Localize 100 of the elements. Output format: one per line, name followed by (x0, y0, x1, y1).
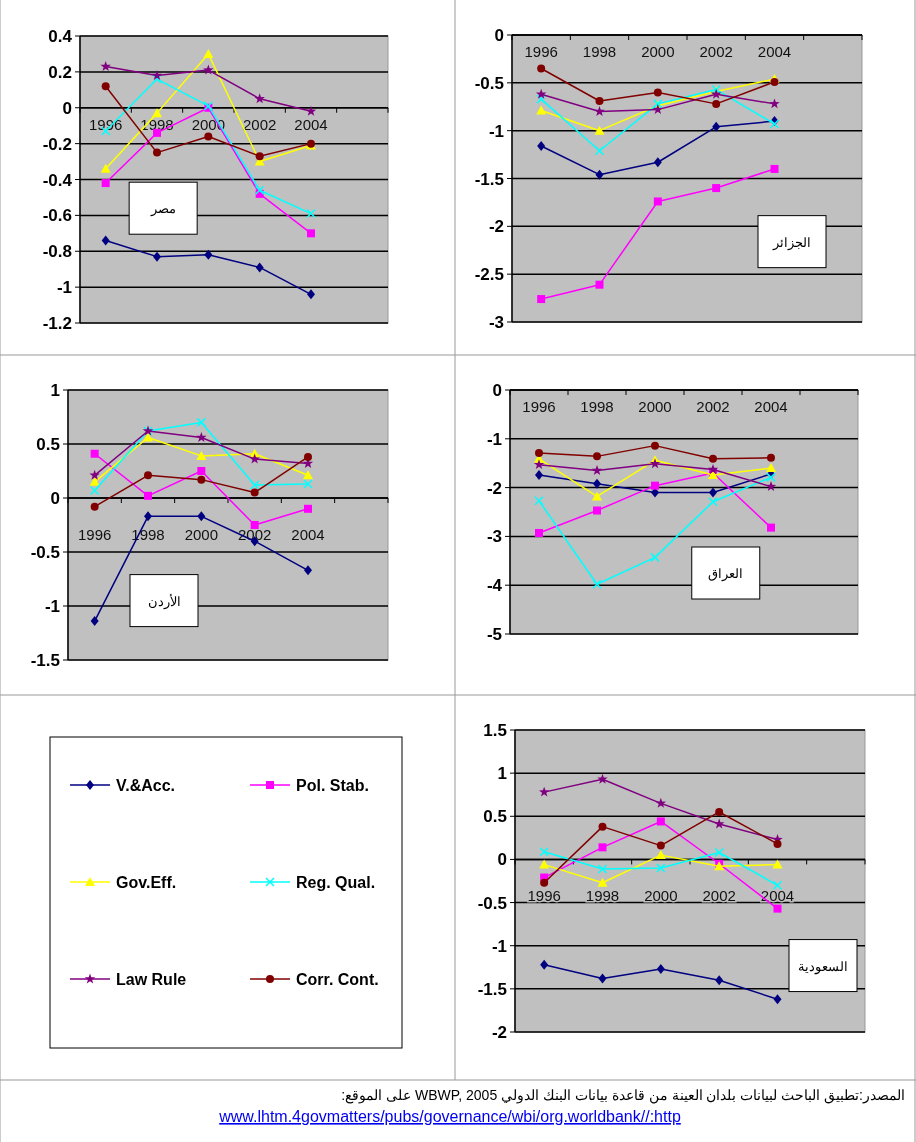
point (537, 140, 546, 151)
point (101, 235, 110, 246)
point (773, 839, 782, 848)
point (536, 94, 546, 104)
y-tick-label: -0.2 (42, 134, 72, 154)
legend-label: Gov.Eff. (116, 874, 177, 891)
point (715, 975, 724, 986)
point (598, 822, 607, 831)
y-tick-label: -4 (486, 576, 503, 596)
point (651, 481, 659, 490)
annotation: مصر (149, 201, 176, 218)
legend-label: Reg. Qual. (296, 874, 376, 891)
x-tick-label: 1996 (524, 43, 558, 60)
x-tick-label: 2002 (696, 398, 730, 415)
x-tick-label: 2000 (184, 526, 219, 543)
y-tick-label: 0 (62, 98, 72, 118)
point (595, 280, 604, 289)
x-tick-label: 1996 (527, 887, 561, 905)
point (540, 959, 549, 970)
point (712, 99, 721, 108)
x-tick-label: 2002 (242, 115, 277, 133)
point (304, 565, 312, 576)
point (535, 469, 543, 480)
point (90, 449, 99, 458)
y-tick-label: -0.6 (42, 206, 72, 226)
point (712, 121, 721, 132)
point (540, 878, 549, 887)
point (769, 98, 780, 109)
point (537, 295, 546, 304)
point (593, 478, 601, 489)
point (255, 262, 264, 273)
y-tick-label: -0.5 (474, 73, 504, 93)
point (650, 552, 660, 563)
point (593, 452, 601, 461)
point (534, 496, 544, 506)
point (255, 152, 264, 161)
y-tick-label: 1 (50, 381, 60, 400)
legend-label: Law Rule (116, 971, 187, 988)
y-tick-label: -5 (486, 625, 502, 644)
y-tick-label: 1.5 (483, 721, 507, 740)
point (196, 450, 207, 460)
point (535, 528, 543, 537)
text: المصدر:تطبيق الباحث لبيانات بلدان العينة من قاعدة بيانات البنك الدولي WBWP, 2005 على الموقع: (341, 1087, 905, 1104)
point (153, 148, 161, 157)
x-tick-label: 2004 (294, 115, 328, 133)
point (709, 487, 717, 498)
point (598, 843, 607, 852)
point (197, 475, 206, 484)
y-tick-label: -2 (491, 1023, 507, 1042)
y-tick-label: -1.2 (42, 314, 72, 333)
point (539, 859, 550, 869)
y-tick-label: -0.4 (42, 170, 73, 190)
y-tick-label: -1 (486, 429, 502, 449)
y-tick-label: 0 (492, 381, 502, 400)
x-tick-label: 2004 (757, 43, 792, 60)
point (304, 452, 312, 461)
point (767, 523, 775, 532)
point (773, 994, 782, 1005)
y-tick-label: -1 (56, 278, 72, 298)
y-tick-label: -0.5 (477, 893, 507, 913)
point (597, 773, 608, 784)
point (101, 179, 110, 188)
point (592, 579, 602, 589)
point (254, 185, 265, 196)
y-tick-label: -1 (44, 597, 60, 616)
x-tick-label: 1998 (585, 887, 620, 905)
x-tick-label: 2004 (291, 526, 325, 543)
point (204, 132, 213, 141)
point (90, 616, 99, 627)
y-tick-label: -0.5 (30, 543, 60, 562)
point (249, 453, 260, 464)
point (303, 479, 313, 489)
y-tick-label: -1.5 (474, 169, 504, 189)
point (766, 472, 776, 483)
point (101, 82, 110, 91)
point (653, 88, 662, 97)
y-tick-label: 0 (50, 489, 60, 508)
point (249, 480, 260, 490)
point (203, 64, 214, 75)
y-tick-label: -3 (486, 527, 502, 547)
y-tick-label: 0 (497, 850, 507, 870)
point (653, 157, 662, 168)
point (593, 506, 601, 515)
point (533, 459, 545, 470)
point (656, 964, 665, 975)
point (597, 864, 608, 874)
x-tick-label: 2002 (702, 887, 736, 905)
y-tick-label: 0 (494, 26, 504, 45)
point (655, 850, 666, 860)
point (197, 467, 206, 475)
point (649, 458, 661, 469)
point (89, 476, 100, 486)
x-tick-label: 1998 (582, 43, 617, 60)
point (307, 289, 315, 300)
annotation: الجزائر (772, 234, 811, 251)
point (152, 108, 162, 118)
point (595, 97, 604, 106)
point (598, 973, 607, 984)
y-tick-label: -1 (488, 121, 504, 141)
y-tick-label: -1 (491, 936, 507, 956)
